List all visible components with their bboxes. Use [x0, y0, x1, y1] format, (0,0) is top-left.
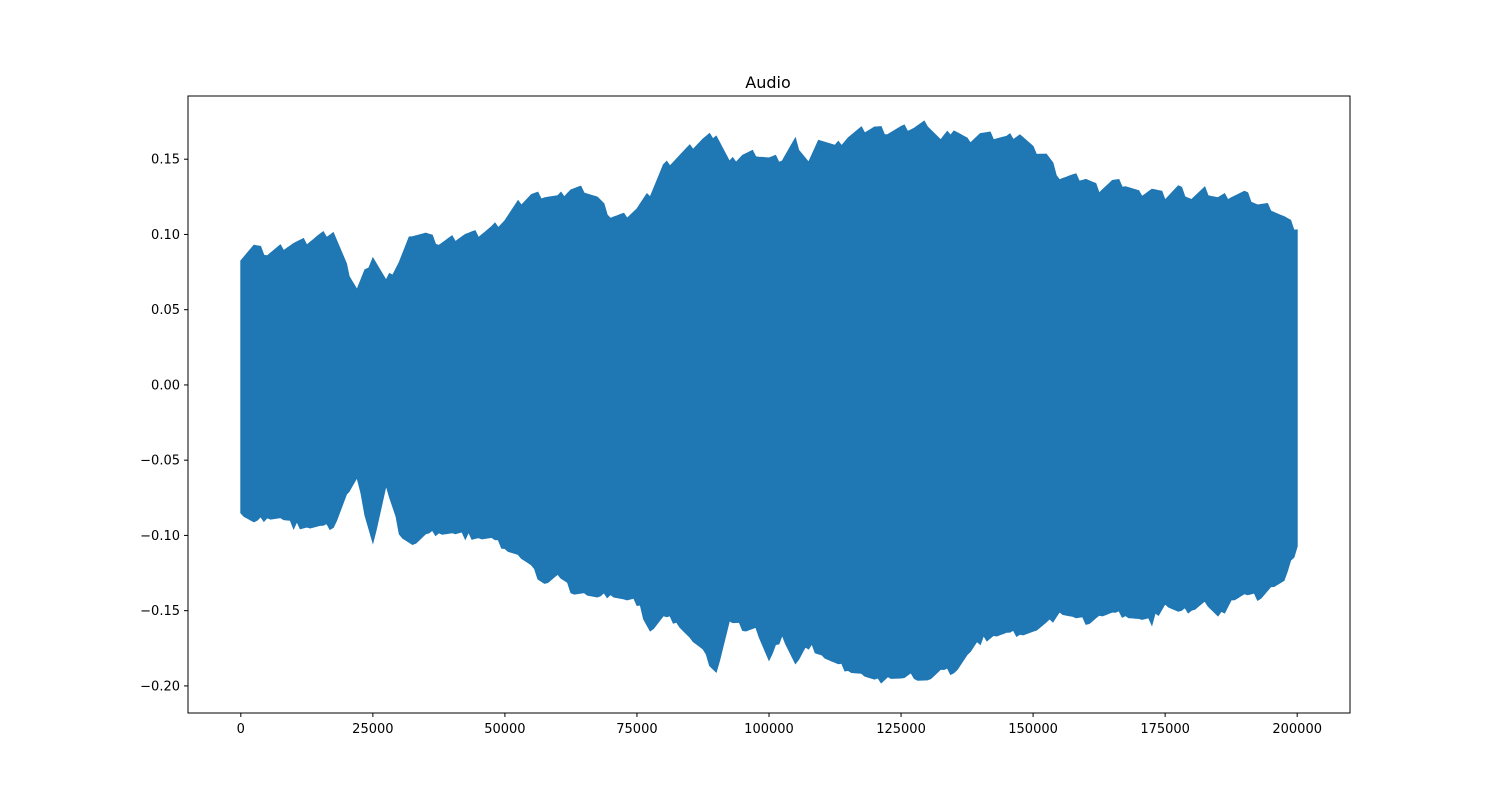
plot-area — [240, 120, 1298, 684]
x-tick-label: 100000 — [744, 722, 794, 737]
x-tick-label: 50000 — [484, 722, 525, 737]
y-tick-label: 0.00 — [151, 378, 180, 393]
x-tick-label: 125000 — [876, 722, 926, 737]
x-tick-label: 0 — [237, 722, 245, 737]
x-tick-label: 200000 — [1272, 722, 1322, 737]
axes: 0 25000 50000 75000 100000 125000 150000 175000… — [140, 95, 1351, 737]
y-tick-label: −0.20 — [140, 679, 180, 694]
x-tick-label: 75000 — [616, 722, 657, 737]
chart-title: Audio — [745, 73, 790, 92]
y-tick-label: −0.15 — [140, 604, 180, 619]
x-tick-label: 175000 — [1140, 722, 1190, 737]
y-tick-label: 0.15 — [151, 153, 180, 168]
y-tick-label: −0.10 — [140, 529, 180, 544]
x-tick-label: 150000 — [1008, 722, 1058, 737]
x-tick-label: 25000 — [352, 722, 393, 737]
y-tick-label: 0.10 — [151, 228, 180, 243]
y-tick-label: −0.05 — [140, 454, 180, 469]
y-tick-label: 0.05 — [151, 303, 180, 318]
waveform-series-0 — [240, 120, 1298, 684]
